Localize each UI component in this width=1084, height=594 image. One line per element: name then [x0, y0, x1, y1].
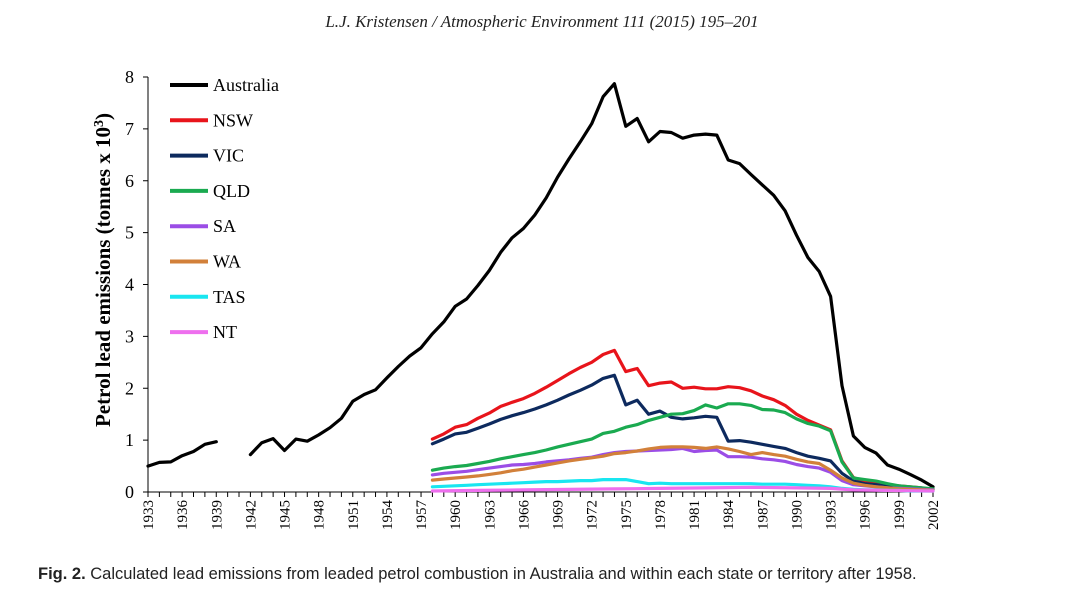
y-tick-label: 2	[125, 378, 134, 398]
y-tick-label: 7	[125, 119, 134, 139]
y-tick-label: 6	[125, 171, 134, 191]
x-tick-label: 1966	[516, 500, 532, 531]
series-line-wa	[430, 445, 935, 492]
y-tick-label: 8	[125, 67, 134, 87]
legend-label-nt: NT	[213, 322, 237, 342]
x-tick-label: 1939	[209, 500, 225, 530]
y-tick-label: 0	[125, 482, 134, 502]
x-tick-label: 1990	[789, 500, 805, 530]
x-tick-label: 1933	[141, 500, 157, 530]
x-tick-label: 1993	[824, 500, 840, 530]
y-axis-label: Petrol lead emissions (tonnes x 103)	[91, 113, 115, 427]
legend-label-australia: Australia	[213, 75, 279, 95]
y-tick-label: 1	[125, 430, 134, 450]
y-axis-label-end: )	[91, 113, 115, 120]
x-tick-label: 1960	[448, 500, 464, 530]
x-tick-label: 1975	[619, 500, 635, 530]
x-tick-label: 1969	[551, 500, 567, 530]
series-line-qld	[430, 402, 935, 491]
legend-label-wa: WA	[213, 252, 241, 272]
x-tick-label: 1972	[585, 500, 601, 530]
legend: Australia NSW VIC QLD SA WA TAS NT	[170, 75, 279, 342]
x-tick-label: 1951	[346, 500, 362, 530]
legend-label-sa: SA	[213, 216, 236, 236]
series-line-australia	[146, 440, 218, 468]
legend-label-nsw: NSW	[213, 110, 253, 130]
journal-header: L.J. Kristensen / Atmospheric Environmen…	[325, 12, 759, 31]
series-line-australia	[248, 82, 935, 489]
x-axis: 1933 1936 1939 1942 1945 1948 1951 1954 1957 1960…	[141, 491, 942, 531]
x-tick-label: 1978	[653, 500, 669, 530]
x-tick-label: 2002	[926, 500, 942, 530]
x-tick-label: 1957	[414, 500, 430, 531]
legend-label-vic: VIC	[213, 146, 244, 166]
x-tick-label: 1987	[755, 500, 771, 531]
y-tick-label: 3	[125, 326, 134, 346]
x-tick-label: 1981	[687, 500, 703, 530]
series-line-vic	[430, 373, 935, 491]
x-tick-label: 1996	[858, 500, 874, 531]
caption-text: Calculated lead emissions from leaded pe…	[85, 565, 917, 583]
x-tick-label: 1954	[380, 500, 396, 531]
x-tick-label: 1945	[278, 500, 294, 530]
y-axis-label-sup: 3	[92, 120, 107, 127]
x-tick-label: 1942	[243, 500, 259, 530]
figure-caption: Fig. 2. Calculated lead emissions from l…	[38, 565, 917, 584]
x-tick-label: 1963	[482, 500, 498, 530]
y-axis-label-main: Petrol lead emissions (tonnes x 10	[91, 127, 115, 427]
x-tick-label: 1948	[312, 500, 328, 530]
legend-label-tas: TAS	[213, 287, 246, 307]
caption-label: Fig. 2.	[38, 565, 86, 583]
legend-label-qld: QLD	[213, 181, 250, 201]
x-tick-label: 1936	[175, 500, 191, 531]
y-tick-label: 4	[125, 275, 134, 295]
x-tick-label: 1984	[721, 500, 737, 531]
y-axis: 0 1 2 3 4 5 6 7 8	[125, 67, 149, 502]
series-line-nt	[430, 485, 935, 493]
series-lines	[146, 82, 935, 493]
x-tick-label: 1999	[892, 500, 908, 530]
y-tick-label: 5	[125, 223, 134, 243]
